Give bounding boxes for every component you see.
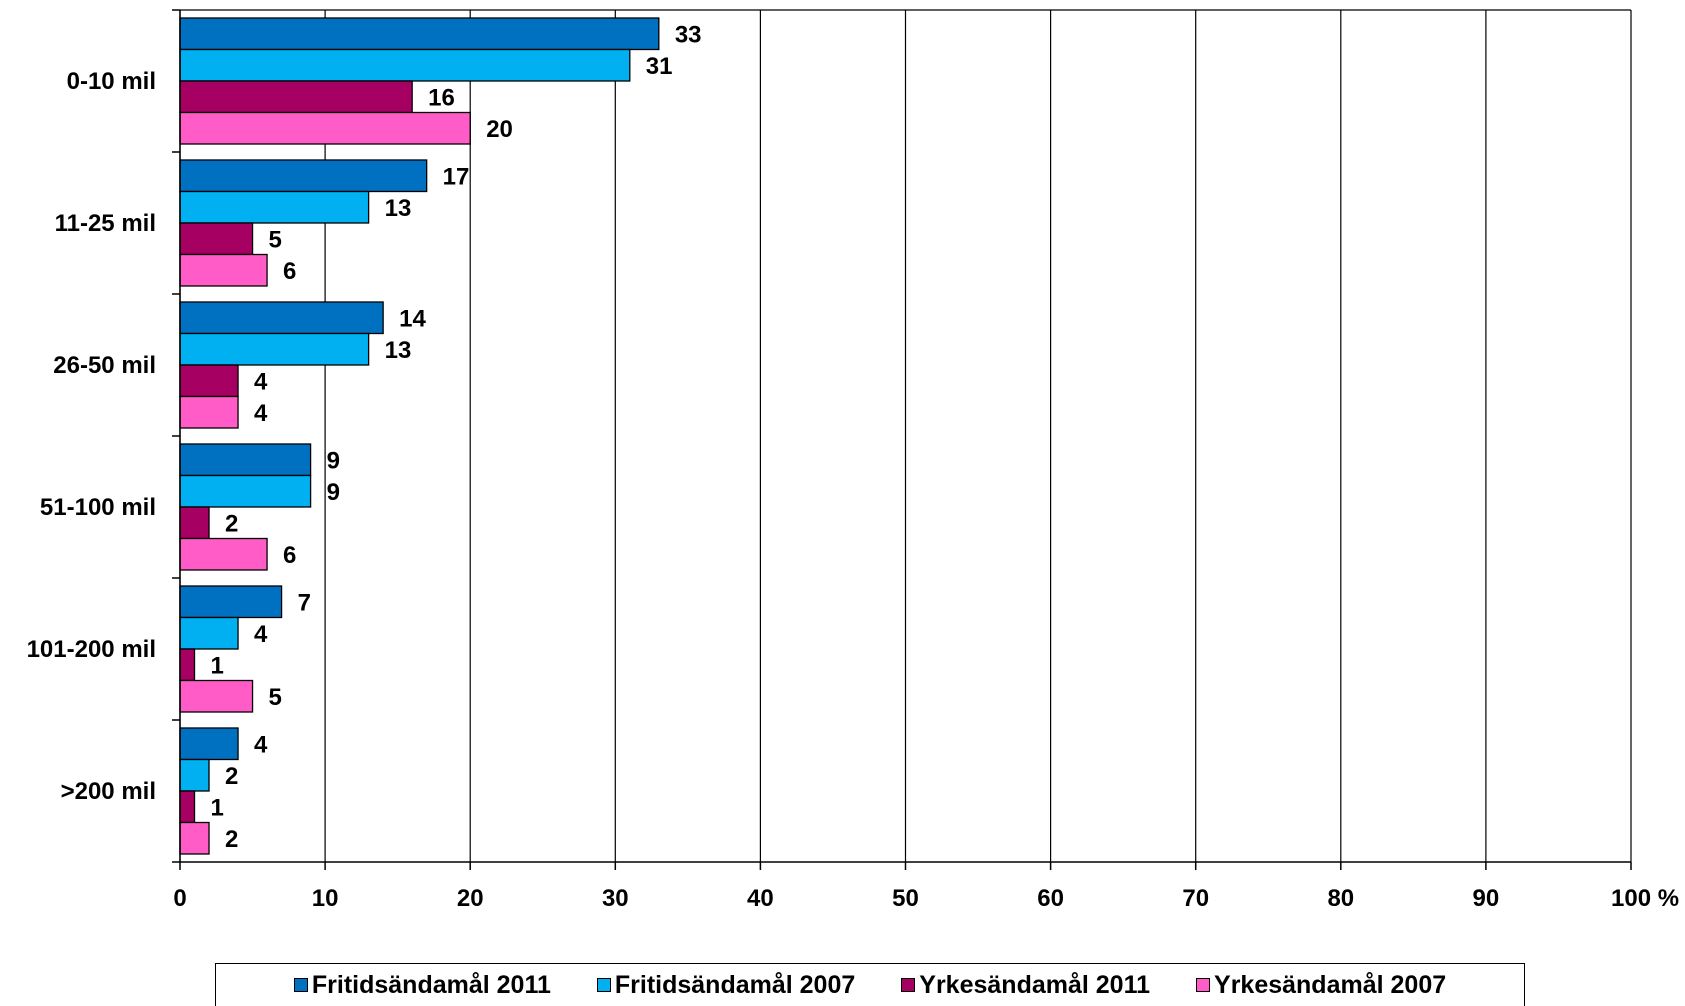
bar	[179, 474, 312, 508]
legend: Fritidsändamål 2011 Fritidsändamål 2007 …	[215, 963, 1525, 1006]
bar	[179, 727, 239, 761]
category-label: >200 mil	[61, 778, 156, 805]
bar	[179, 17, 660, 51]
bar	[179, 395, 239, 429]
legend-swatch	[901, 978, 916, 992]
data-label: 6	[283, 542, 296, 569]
data-label: 31	[646, 53, 673, 80]
bar	[179, 648, 196, 682]
category-label: 11-25 mil	[55, 210, 156, 237]
x-tick-label: 10	[312, 885, 339, 912]
bar	[179, 585, 283, 619]
bar	[179, 332, 370, 366]
legend-item-yrke-2007: Yrkesändamål 2007	[1196, 971, 1446, 1000]
data-label: 33	[675, 21, 702, 48]
bar	[179, 80, 413, 114]
bar	[179, 758, 210, 792]
x-tick-label: 80	[1327, 885, 1354, 912]
data-label: 9	[327, 447, 340, 474]
data-label: 6	[283, 258, 296, 285]
data-label: 13	[385, 195, 412, 222]
bar	[179, 506, 210, 540]
data-label: 14	[399, 305, 426, 332]
data-label: 2	[225, 763, 238, 790]
x-tick-label: 0	[173, 885, 186, 912]
data-label: 1	[211, 794, 224, 821]
x-tick-label: 90	[1473, 885, 1500, 912]
bar	[179, 443, 312, 477]
bar	[179, 253, 268, 287]
legend-label: Fritidsändamål 2007	[614, 970, 856, 999]
data-label: 16	[428, 84, 455, 111]
data-label: 4	[254, 731, 268, 758]
data-label: 2	[225, 826, 238, 853]
category-label: 26-50 mil	[53, 352, 156, 379]
bar	[179, 222, 254, 256]
x-tick-label: 60	[1037, 885, 1064, 912]
legend-label: Yrkesändamål 2011	[919, 970, 1151, 999]
legend-item-yrke-2011: Yrkesändamål 2011	[901, 971, 1150, 1000]
data-label: 2	[225, 510, 238, 537]
category-label: 51-100 mil	[40, 494, 156, 521]
x-tick-label: 20	[457, 885, 484, 912]
bar	[179, 537, 268, 571]
legend-swatch	[596, 978, 611, 992]
bar	[179, 790, 196, 824]
data-label: 20	[486, 116, 513, 143]
gridlines	[180, 9, 1632, 862]
data-label: 1	[211, 652, 224, 679]
legend-label: Yrkesändamål 2007	[1214, 970, 1447, 999]
x-tick-label: 100 %	[1611, 885, 1679, 912]
x-tick-label: 30	[602, 885, 629, 912]
data-label: 4	[254, 368, 268, 395]
bar	[179, 111, 471, 145]
bar	[179, 48, 631, 82]
data-label: 5	[269, 684, 282, 711]
bar	[179, 159, 428, 193]
bar	[179, 679, 254, 713]
legend-item-fritid-2011: Fritidsändamål 2011	[293, 970, 551, 1000]
axes: 0 10 20 30 40 50 60 70 80 90 100 % 0-10 mil 11-25 mi…	[27, 9, 1679, 912]
category-label: 0-10 mil	[67, 68, 156, 95]
data-label: 9	[327, 479, 340, 506]
data-label: 4	[254, 400, 268, 427]
data-label: 4	[254, 621, 268, 648]
data-label: 7	[298, 589, 311, 616]
x-tick-label: 50	[892, 885, 919, 912]
data-label: 17	[443, 163, 470, 190]
category-label: 101-200 mil	[27, 636, 156, 663]
data-label: 13	[385, 337, 412, 364]
bar	[179, 616, 239, 650]
bar	[179, 821, 210, 855]
bars	[179, 17, 660, 855]
legend-item-fritid-2007: Fritidsändamål 2007	[596, 970, 856, 1000]
bar	[179, 301, 384, 335]
x-tick-label: 70	[1182, 885, 1209, 912]
x-tick-label: 40	[747, 885, 774, 912]
bar	[179, 364, 239, 398]
legend-swatch	[1196, 978, 1211, 992]
legend-label: Fritidsändamål 2011	[311, 970, 551, 999]
legend-swatch	[293, 978, 308, 992]
data-label: 5	[269, 226, 282, 253]
bar	[179, 190, 370, 224]
